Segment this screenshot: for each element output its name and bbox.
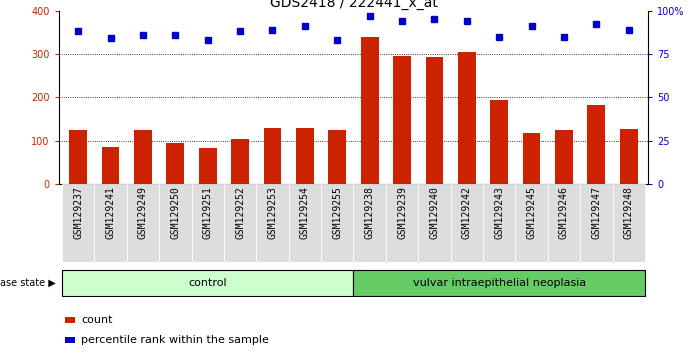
Text: GSM129248: GSM129248 [624,187,634,239]
Text: GSM129239: GSM129239 [397,187,407,239]
Bar [65,337,75,343]
Bar [426,57,444,184]
Bar [95,184,126,262]
Bar [231,138,249,184]
Bar [328,130,346,184]
Bar [167,143,184,184]
Bar [224,184,256,262]
Bar [386,184,418,262]
Text: GSM129242: GSM129242 [462,187,472,239]
Bar [65,317,75,323]
Bar [62,270,353,296]
Bar [491,101,508,184]
Bar [580,184,612,262]
Bar [612,184,645,262]
Bar [199,148,216,184]
Text: GSM129238: GSM129238 [365,187,375,239]
Bar [353,184,386,262]
Bar [353,270,645,296]
Bar [483,184,515,262]
Bar [548,184,580,262]
Bar [296,128,314,184]
Text: GSM129240: GSM129240 [429,187,439,239]
Bar [256,184,289,262]
Text: count: count [81,315,113,325]
Text: GSM129251: GSM129251 [202,187,213,239]
Bar [191,184,224,262]
Text: GSM129253: GSM129253 [267,187,278,239]
Bar [458,52,475,184]
Text: GSM129246: GSM129246 [559,187,569,239]
Text: GSM129249: GSM129249 [138,187,148,239]
Bar [620,129,638,184]
Bar [321,184,353,262]
Bar [587,105,605,184]
Text: disease state ▶: disease state ▶ [0,278,56,288]
Text: GSM129247: GSM129247 [591,187,601,239]
Bar [134,130,152,184]
Text: GSM129237: GSM129237 [73,187,83,239]
Text: GSM129241: GSM129241 [106,187,115,239]
Text: control: control [189,278,227,288]
Bar [515,184,548,262]
Title: GDS2418 / 222441_x_at: GDS2418 / 222441_x_at [269,0,437,10]
Text: percentile rank within the sample: percentile rank within the sample [81,335,269,345]
Text: GSM129254: GSM129254 [300,187,310,239]
Bar [418,184,451,262]
Bar [159,184,191,262]
Text: GSM129255: GSM129255 [332,187,342,239]
Bar [263,128,281,184]
Text: GSM129243: GSM129243 [494,187,504,239]
Bar [69,130,87,184]
Bar [289,184,321,262]
Bar [555,130,573,184]
Text: GSM129245: GSM129245 [527,187,537,239]
Bar [451,184,483,262]
Bar [62,184,95,262]
Text: GSM129252: GSM129252 [235,187,245,239]
Text: vulvar intraepithelial neoplasia: vulvar intraepithelial neoplasia [413,278,586,288]
Bar [126,184,159,262]
Bar [102,147,120,184]
Bar [393,56,411,184]
Bar [522,133,540,184]
Text: GSM129250: GSM129250 [170,187,180,239]
Bar [361,37,379,184]
